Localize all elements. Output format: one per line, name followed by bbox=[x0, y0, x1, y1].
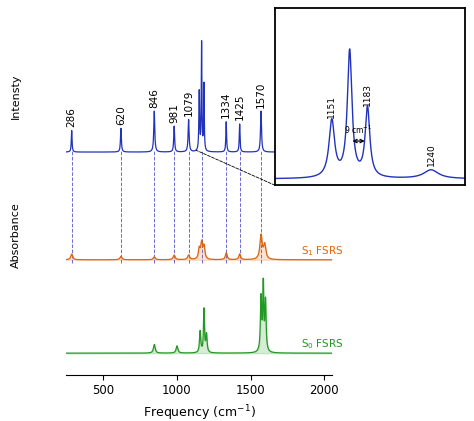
Text: 9 cm$^{-1}$: 9 cm$^{-1}$ bbox=[345, 124, 373, 136]
Text: 981: 981 bbox=[169, 103, 179, 123]
Text: 1425: 1425 bbox=[235, 94, 245, 120]
Text: 1570: 1570 bbox=[256, 81, 266, 107]
X-axis label: Frequency (cm$^{-1}$): Frequency (cm$^{-1}$) bbox=[143, 403, 255, 421]
Text: 1334: 1334 bbox=[221, 92, 231, 118]
Text: 620: 620 bbox=[116, 105, 126, 125]
Text: 1151: 1151 bbox=[328, 95, 336, 118]
Text: 1183: 1183 bbox=[363, 83, 372, 106]
Text: S$_0$ FSRS: S$_0$ FSRS bbox=[301, 337, 344, 351]
Text: S$_1$ pc-IVS: S$_1$ pc-IVS bbox=[301, 136, 350, 150]
Text: S$_1$ FSRS: S$_1$ FSRS bbox=[301, 244, 344, 258]
Text: 1240: 1240 bbox=[427, 144, 436, 166]
Text: Intensty: Intensty bbox=[11, 74, 21, 119]
Text: 846: 846 bbox=[149, 88, 159, 107]
Text: 286: 286 bbox=[67, 107, 77, 127]
Text: Absorbance: Absorbance bbox=[11, 203, 21, 268]
Text: 1079: 1079 bbox=[183, 90, 193, 116]
